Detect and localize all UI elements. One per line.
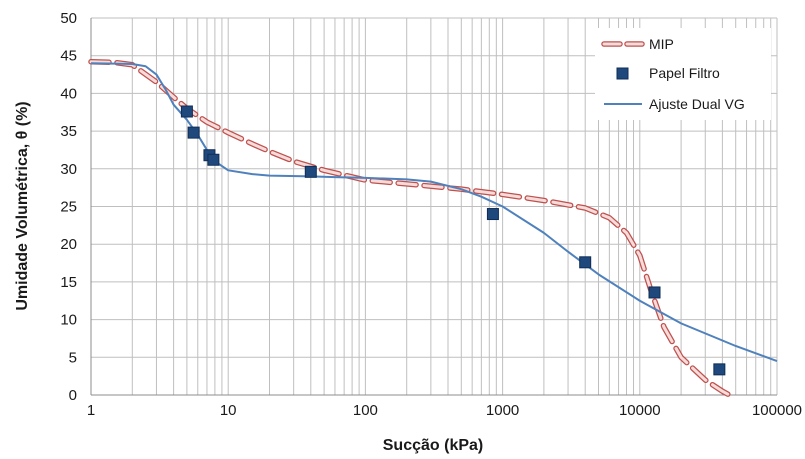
y-tick-label: 5 [69,349,77,366]
y-tick-label: 50 [60,10,77,27]
x-tick-label: 10 [220,402,237,419]
y-tick-label: 25 [60,199,77,216]
legend-swatch-papel-filtro [616,67,629,80]
x-tick-label: 100000 [752,402,802,419]
papel-filtro-point [180,105,193,118]
y-tick-label: 45 [60,48,77,65]
papel-filtro-point [486,208,499,221]
legend-item-papel-filtro: Papel Filtro [616,65,720,81]
papel-filtro-point [648,286,661,299]
legend-item-ajuste-dual-vg: Ajuste Dual VG [604,96,745,112]
papel-filtro-point [187,126,200,139]
papel-filtro-point [713,363,726,376]
x-tick-label: 1000 [486,402,519,419]
series-line-mip-inner [89,60,731,397]
axes [90,18,777,396]
x-tick-label: 10000 [619,402,661,419]
y-tick-label: 35 [60,123,77,140]
x-axis-label: Sucção (kPa) [383,437,483,454]
legend-label-mip: MIP [649,36,674,52]
series [88,58,778,398]
y-tick-label: 30 [60,161,77,178]
y-tick-label: 10 [60,312,77,329]
x-tick-label: 100 [353,402,378,419]
legend-label-ajuste-dual-vg: Ajuste Dual VG [649,96,745,112]
papel-filtro-point [579,256,592,269]
papel-filtro-point [304,165,317,178]
legend-label-papel-filtro: Papel Filtro [649,65,720,81]
y-tick-label: 40 [60,85,77,102]
legend-item-mip: MIP [601,36,674,52]
y-tick-label: 20 [60,236,77,253]
y-tick-label: 15 [60,274,77,291]
papel-filtro-point [207,153,220,166]
legend: MIP Papel Filtro Ajuste Dual VG [595,28,771,120]
tick-labels: 0 5 10 15 20 25 30 35 40 45 50 1 10 100 1000 10000 10000… [60,10,802,419]
y-tick-label: 0 [69,387,77,404]
y-axis-label: Umidade Volumétrica, θ (%) [14,101,31,310]
x-tick-label: 1 [87,402,95,419]
